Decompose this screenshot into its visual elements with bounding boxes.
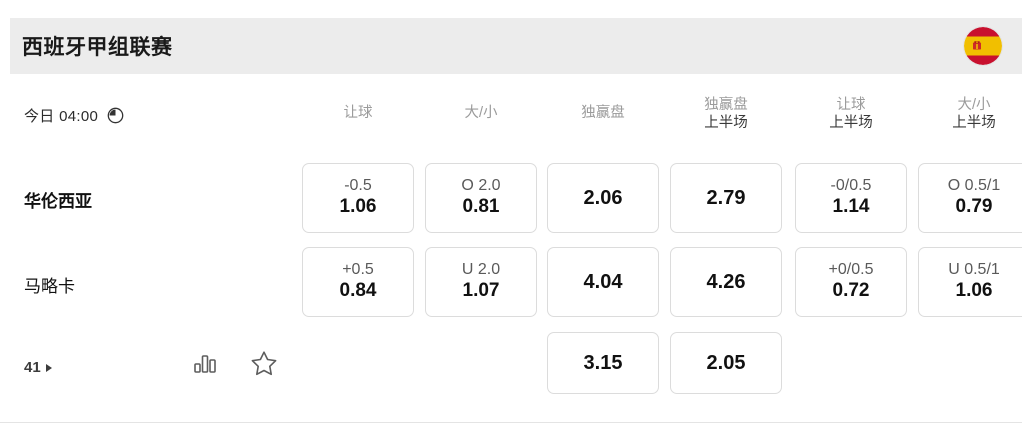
odds-price: 0.72 [832, 279, 870, 301]
odds-price: 2.05 [706, 352, 746, 374]
markets-count-label: 41 [24, 359, 41, 376]
odds-price: 0.79 [955, 195, 993, 217]
spain-flag-icon [964, 27, 1002, 65]
odds-line: O 0.5/1 [947, 177, 1001, 195]
odds-price: 3.15 [583, 352, 623, 374]
match-board: 今日 04:00 让球 大/小 独赢盘 独赢盘 上半场 让球 上半场 [0, 74, 1022, 429]
column-header-line1: 独赢盘 [581, 105, 625, 121]
odds-cell-handicap-1h-home[interactable]: -0/0.5 1.14 [795, 163, 907, 233]
odds-cell-over-under-1h-away[interactable]: U 0.5/1 1.06 [918, 247, 1022, 317]
column-header-moneyline-1h: 独赢盘 上半场 [670, 96, 782, 132]
match-meta: 今日 04:00 [24, 105, 124, 126]
odds-price: 1.06 [955, 279, 993, 301]
league-title: 西班牙甲组联赛 [22, 36, 173, 59]
odds-line: -0.5 [344, 177, 372, 195]
odds-line: -0/0.5 [830, 177, 872, 195]
odds-cell-moneyline-1h-home[interactable]: 2.79 [670, 163, 782, 233]
column-header-line1: 独赢盘 [704, 97, 748, 113]
odds-line: U 2.0 [461, 261, 501, 279]
column-header-line2: 上半场 [829, 115, 873, 132]
star-outline-icon[interactable] [249, 349, 279, 383]
bar-chart-icon[interactable] [193, 351, 219, 380]
kickoff-time-label: 今日 04:00 [24, 108, 99, 125]
odds-cell-moneyline-home[interactable]: 2.06 [547, 163, 659, 233]
column-header-line2: 上半场 [952, 115, 996, 132]
odds-cell-over-under-home[interactable]: O 2.0 0.81 [425, 163, 537, 233]
odds-cell-handicap-1h-away[interactable]: +0/0.5 0.72 [795, 247, 907, 317]
odds-price: 0.84 [339, 279, 377, 301]
odds-price: 1.07 [462, 279, 500, 301]
odds-cell-moneyline-away[interactable]: 4.04 [547, 247, 659, 317]
league-header[interactable]: 西班牙甲组联赛 [10, 18, 1022, 74]
odds-price: 0.81 [462, 195, 500, 217]
odds-line: +0.5 [342, 261, 374, 279]
odds-line: +0/0.5 [828, 261, 874, 279]
odds-cell-over-under-away[interactable]: U 2.0 1.07 [425, 247, 537, 317]
odds-price: 2.06 [583, 187, 623, 209]
column-header-line1: 大/小 [957, 97, 991, 113]
bottom-divider [0, 422, 1022, 423]
odds-cell-moneyline-draw[interactable]: 3.15 [547, 332, 659, 394]
odds-price: 2.79 [706, 187, 746, 209]
odds-cell-handicap-home[interactable]: -0.5 1.06 [302, 163, 414, 233]
odds-cell-moneyline-1h-draw[interactable]: 2.05 [670, 332, 782, 394]
odds-cell-moneyline-1h-away[interactable]: 4.26 [670, 247, 782, 317]
away-team-name: 马略卡 [24, 277, 75, 296]
odds-price: 4.26 [706, 271, 746, 293]
chevron-right-icon [45, 363, 52, 372]
odds-line: O 2.0 [461, 177, 501, 195]
column-header-moneyline: 独赢盘 [547, 104, 659, 122]
odds-price: 1.14 [832, 195, 870, 217]
odds-cell-handicap-away[interactable]: +0.5 0.84 [302, 247, 414, 317]
column-header-line2: 上半场 [704, 115, 748, 132]
markets-count-button[interactable]: 41 [24, 359, 52, 376]
odds-cell-over-under-1h-home[interactable]: O 0.5/1 0.79 [918, 163, 1022, 233]
column-header-line1: 让球 [836, 97, 866, 113]
odds-price: 4.04 [583, 271, 623, 293]
live-pie-clock-icon[interactable] [107, 107, 124, 124]
odds-price: 1.06 [339, 195, 377, 217]
column-header-over-under: 大/小 [425, 104, 537, 122]
column-header-handicap-1h: 让球 上半场 [795, 96, 907, 132]
column-header-handicap: 让球 [302, 104, 414, 122]
home-team-name: 华伦西亚 [24, 192, 92, 211]
odds-line: U 0.5/1 [948, 261, 1000, 279]
column-header-line1: 大/小 [464, 105, 498, 121]
column-header-line1: 让球 [343, 105, 373, 121]
column-header-over-under-1h: 大/小 上半场 [918, 96, 1022, 132]
